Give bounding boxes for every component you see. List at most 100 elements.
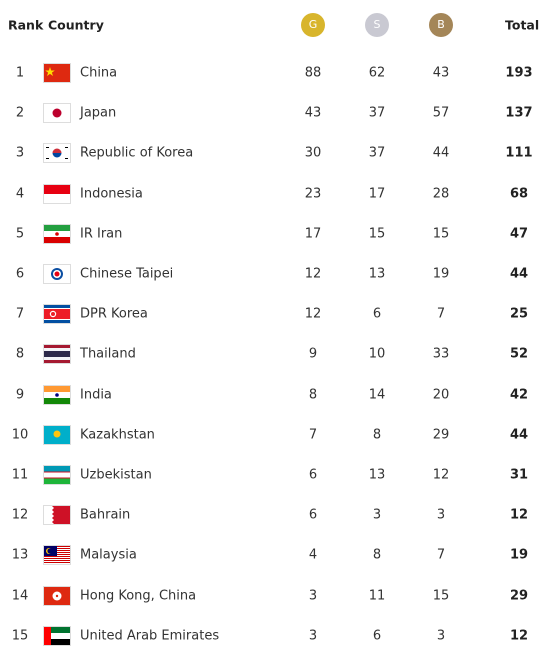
silver: 14 xyxy=(368,387,386,403)
gold: 6 xyxy=(308,467,318,483)
country: Japan xyxy=(80,105,117,121)
flag xyxy=(44,546,70,564)
gold: 7 xyxy=(308,427,318,443)
bronze: 15 xyxy=(432,588,450,604)
gold: 9 xyxy=(308,346,318,362)
country: IR Iran xyxy=(80,226,123,242)
country: China xyxy=(80,65,118,81)
rank: 2 xyxy=(15,105,25,121)
rank: 14 xyxy=(11,588,29,604)
gold: 6 xyxy=(308,507,318,523)
total: 111 xyxy=(505,145,533,161)
total-header: Total xyxy=(505,17,540,33)
gold: 23 xyxy=(304,186,322,202)
country: Uzbekistan xyxy=(80,467,152,483)
silver: 13 xyxy=(368,467,386,483)
silver: 17 xyxy=(368,186,386,202)
bronze: 57 xyxy=(432,105,450,121)
bronze: 29 xyxy=(432,427,450,443)
rank: 8 xyxy=(15,346,25,362)
total: 47 xyxy=(509,226,529,242)
silver-header: S xyxy=(365,13,389,37)
total: 19 xyxy=(509,547,529,563)
total: 44 xyxy=(509,266,529,282)
flag xyxy=(44,104,70,123)
total: 68 xyxy=(509,186,529,202)
total: 42 xyxy=(509,387,529,403)
gold: 3 xyxy=(308,588,318,604)
bronze: 12 xyxy=(432,467,450,483)
rank: 1 xyxy=(15,65,25,81)
flag xyxy=(44,265,70,283)
rank-header: Rank xyxy=(8,17,44,33)
silver: 6 xyxy=(372,306,382,322)
total: 12 xyxy=(509,507,529,523)
rank: 7 xyxy=(15,306,25,322)
silver: 37 xyxy=(368,105,386,121)
country: Republic of Korea xyxy=(80,145,194,161)
bronze: 20 xyxy=(432,387,450,403)
country: India xyxy=(80,387,112,403)
bronze: 43 xyxy=(432,65,450,81)
flag xyxy=(44,425,70,444)
rank: 13 xyxy=(11,547,29,563)
flag xyxy=(44,345,70,364)
rank: 5 xyxy=(15,226,25,242)
bronze-header: B xyxy=(429,13,453,37)
country: Kazakhstan xyxy=(80,427,155,443)
rank: 6 xyxy=(15,266,25,282)
silver: 62 xyxy=(368,65,386,81)
rank: 4 xyxy=(15,186,25,202)
bronze: 7 xyxy=(436,306,446,322)
flag xyxy=(44,184,70,203)
rank: 11 xyxy=(11,467,29,483)
rank: 15 xyxy=(11,628,29,644)
rank: 3 xyxy=(15,145,25,161)
gold: 4 xyxy=(308,547,318,563)
silver: 8 xyxy=(372,427,382,443)
rank: 12 xyxy=(11,507,29,523)
country: DPR Korea xyxy=(80,306,148,322)
silver: 37 xyxy=(368,145,386,161)
country: Chinese Taipei xyxy=(80,266,174,282)
country: Malaysia xyxy=(80,547,137,563)
bronze: 3 xyxy=(436,507,446,523)
gold: 3 xyxy=(308,628,318,644)
country: Thailand xyxy=(80,346,136,362)
flag xyxy=(44,64,70,82)
bronze: 3 xyxy=(436,628,446,644)
total: 31 xyxy=(509,467,529,483)
total: 52 xyxy=(509,346,529,362)
total: 137 xyxy=(505,105,533,121)
country: Indonesia xyxy=(80,186,143,202)
flag xyxy=(44,305,70,324)
silver: 6 xyxy=(372,628,382,644)
bronze: 19 xyxy=(432,266,450,282)
flag xyxy=(44,466,70,484)
flag xyxy=(44,586,70,605)
gold: 43 xyxy=(304,105,322,121)
gold: 12 xyxy=(304,306,322,322)
gold: 30 xyxy=(304,145,322,161)
silver: 8 xyxy=(372,547,382,563)
flag xyxy=(44,144,70,163)
country: United Arab Emirates xyxy=(80,628,220,644)
rank: 10 xyxy=(11,427,29,443)
gold: 12 xyxy=(304,266,322,282)
silver: 10 xyxy=(368,346,386,362)
flag xyxy=(44,626,70,645)
bronze: 44 xyxy=(432,145,450,161)
bronze: 28 xyxy=(432,186,450,202)
gold-header: G xyxy=(301,13,325,37)
total: 193 xyxy=(505,65,533,81)
total: 44 xyxy=(509,427,529,443)
flag xyxy=(44,385,70,404)
bronze: 33 xyxy=(432,346,450,362)
flag xyxy=(44,224,70,243)
silver: 3 xyxy=(372,507,382,523)
silver: 11 xyxy=(368,588,386,604)
total: 25 xyxy=(509,306,529,322)
gold: 88 xyxy=(304,65,322,81)
country: Bahrain xyxy=(80,507,131,523)
bronze: 7 xyxy=(436,547,446,563)
